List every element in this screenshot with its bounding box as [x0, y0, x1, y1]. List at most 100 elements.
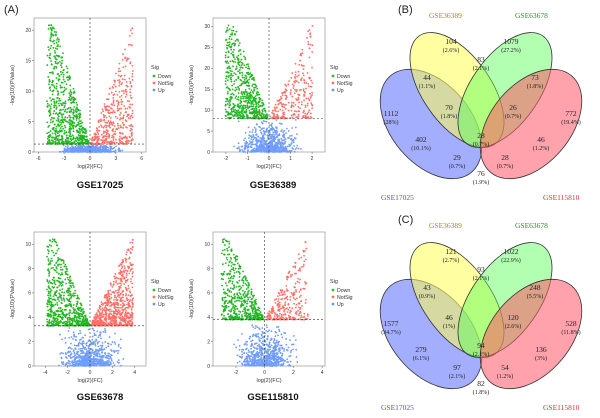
- point-down: [227, 62, 230, 65]
- point-up: [119, 269, 122, 272]
- point-down: [55, 241, 58, 244]
- point-down: [83, 323, 86, 326]
- point-notsig: [104, 356, 107, 359]
- point-down: [69, 84, 72, 87]
- point-down: [68, 318, 71, 321]
- point-up: [294, 73, 297, 76]
- point-notsig: [254, 128, 257, 130]
- point-down: [56, 48, 59, 50]
- point-down: [54, 47, 57, 50]
- point-up: [112, 96, 115, 99]
- point-down: [49, 287, 52, 290]
- point-up: [291, 95, 294, 98]
- point-up: [112, 138, 115, 141]
- point-down: [255, 114, 258, 117]
- point-down: [242, 107, 245, 110]
- point-up: [118, 90, 121, 93]
- point-down: [71, 120, 74, 123]
- point-up: [124, 140, 127, 143]
- point-down: [53, 27, 55, 30]
- point-down: [244, 74, 247, 77]
- point-notsig: [112, 150, 115, 153]
- point-down: [66, 111, 68, 114]
- point-up: [300, 77, 303, 80]
- legend-title: Sig: [330, 65, 338, 71]
- point-up: [131, 64, 134, 67]
- point-notsig: [109, 355, 112, 358]
- point-down: [77, 134, 80, 136]
- point-up: [105, 126, 108, 129]
- point-notsig: [285, 147, 288, 150]
- point-down: [78, 323, 81, 326]
- point-up: [105, 135, 108, 138]
- legend-swatch: [152, 81, 156, 85]
- point-notsig: [98, 340, 101, 343]
- point-notsig: [266, 130, 268, 133]
- point-notsig: [272, 136, 275, 138]
- point-down: [81, 308, 84, 311]
- point-up: [117, 277, 120, 280]
- point-up: [129, 43, 132, 46]
- point-notsig: [245, 140, 248, 143]
- point-notsig: [105, 346, 108, 349]
- point-up: [296, 75, 298, 78]
- point-notsig: [101, 149, 103, 151]
- point-down: [226, 26, 229, 29]
- point-up: [103, 135, 106, 137]
- point-down: [65, 131, 68, 134]
- point-up: [112, 99, 115, 102]
- point-up: [119, 118, 121, 121]
- point-up: [129, 88, 132, 91]
- point-down: [54, 62, 57, 64]
- point-down: [51, 79, 54, 82]
- volcano-points: [46, 238, 134, 367]
- point-up: [290, 101, 293, 104]
- point-notsig: [73, 333, 76, 336]
- point-notsig: [244, 151, 247, 153]
- point-down: [46, 245, 49, 248]
- point-down: [47, 259, 50, 262]
- point-down: [50, 60, 52, 63]
- point-up: [127, 142, 130, 145]
- point-notsig: [278, 122, 281, 125]
- point-notsig: [94, 334, 97, 336]
- point-down: [245, 113, 248, 116]
- point-up: [126, 113, 129, 116]
- point-up: [106, 122, 109, 124]
- point-notsig: [255, 150, 257, 153]
- point-notsig: [283, 150, 286, 153]
- point-down: [54, 51, 57, 54]
- point-down: [63, 89, 66, 92]
- point-up: [114, 130, 117, 133]
- point-down: [232, 93, 235, 96]
- point-notsig: [252, 148, 255, 150]
- point-down: [81, 137, 84, 140]
- point-down: [244, 58, 247, 61]
- point-down: [60, 64, 62, 67]
- point-notsig: [283, 129, 286, 132]
- point-notsig: [73, 147, 76, 150]
- point-down: [78, 118, 80, 120]
- point-up: [302, 72, 304, 75]
- point-down: [56, 37, 59, 40]
- point-up: [126, 115, 129, 118]
- point-up: [290, 76, 293, 79]
- point-up: [125, 293, 128, 295]
- point-up: [302, 116, 304, 119]
- point-down: [56, 260, 59, 262]
- point-down: [245, 81, 247, 84]
- point-down: [72, 311, 75, 314]
- point-down: [66, 273, 69, 276]
- point-down: [60, 73, 63, 76]
- point-down: [46, 121, 49, 124]
- point-down: [58, 130, 61, 133]
- point-down: [62, 90, 65, 93]
- point-up: [303, 99, 305, 102]
- point-notsig: [66, 150, 69, 153]
- point-down: [255, 115, 258, 118]
- point-notsig: [265, 147, 268, 150]
- point-down: [227, 87, 230, 90]
- point-up: [309, 92, 311, 95]
- point-up: [130, 142, 133, 145]
- point-down: [47, 252, 50, 255]
